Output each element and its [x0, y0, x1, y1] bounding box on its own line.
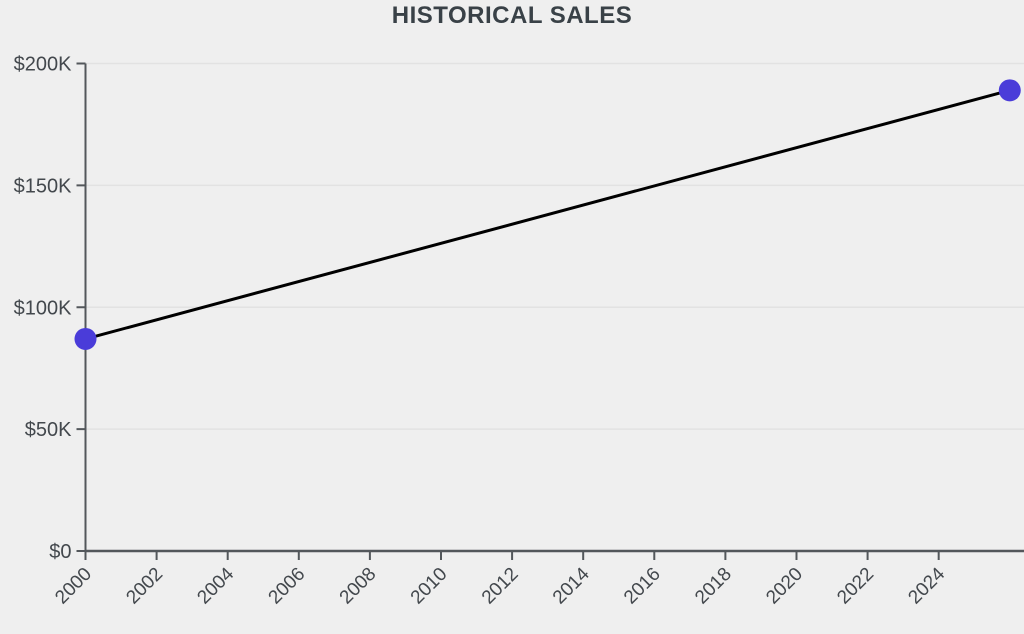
x-tick-label: 2002	[122, 564, 167, 609]
data-point	[998, 79, 1021, 102]
y-tick-label: $100K	[14, 297, 72, 319]
y-tick-label: $50K	[25, 419, 72, 441]
chart-title: HISTORICAL SALES	[391, 2, 633, 29]
x-tick-label: 2014	[549, 563, 594, 608]
y-tick-label: $150K	[14, 175, 72, 197]
x-tick-label: 2010	[407, 564, 452, 609]
x-tick-label: 2006	[265, 564, 310, 609]
x-tick-label: 2012	[478, 564, 523, 609]
data-point	[74, 327, 97, 350]
x-tick-label: 2022	[833, 564, 878, 609]
x-tick-label: 2016	[620, 564, 665, 609]
x-tick-label: 2024	[904, 563, 949, 608]
y-tick-label: $0	[49, 541, 71, 563]
x-tick-label: 2004	[193, 563, 238, 608]
x-tick-label: 2008	[336, 564, 381, 609]
x-tick-label: 2000	[51, 564, 96, 609]
y-tick-label: $200K	[14, 54, 72, 76]
series-line	[84, 88, 1012, 341]
x-tick-label: 2018	[691, 564, 736, 609]
x-tick-label: 2020	[762, 564, 807, 609]
